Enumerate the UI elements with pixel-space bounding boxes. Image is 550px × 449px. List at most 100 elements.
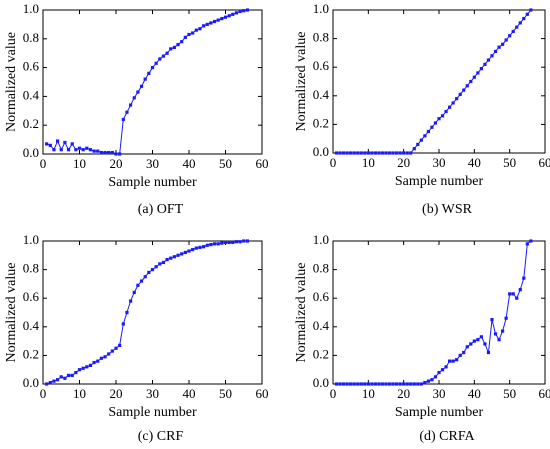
marker [212,242,217,246]
x-tick-label: 20 [397,386,410,401]
marker [231,240,235,245]
marker [462,88,466,92]
marker [465,345,469,349]
marker [150,268,155,272]
marker [198,245,202,250]
marker [103,150,107,155]
marker [107,150,111,155]
x-tick-label: 30 [146,156,159,171]
marker [345,151,349,155]
marker [227,14,231,18]
y-tick-label: 0.8 [313,261,329,276]
marker [504,38,508,42]
y-tick-label: 0.0 [23,145,39,160]
marker [493,49,498,54]
x-tick-label: 60 [539,386,550,401]
marker [48,143,52,147]
marker [99,356,103,360]
marker [147,71,151,75]
x-tick-label: 50 [503,155,516,170]
marker [198,27,202,31]
marker [136,283,140,287]
marker [444,109,448,114]
marker [525,242,529,246]
marker [212,19,217,24]
marker [405,382,409,386]
y-tick-label: 1.0 [23,232,39,247]
marker [402,382,406,386]
y-tick-label: 0.8 [23,30,39,45]
marker [209,242,213,247]
marker [486,58,491,62]
marker [384,151,388,155]
marker [165,51,169,55]
marker [114,346,118,350]
marker [476,71,480,75]
marker [74,370,78,375]
marker [234,240,239,244]
x-tick-label: 50 [503,386,516,401]
data-line [46,9,248,155]
y-tick-label: 0.6 [23,59,40,74]
marker [129,299,133,303]
plot-frame [42,9,263,155]
y-tick-label: 0.2 [313,115,329,130]
x-tick-label: 60 [256,156,269,171]
marker [359,382,363,386]
marker [515,296,519,300]
marker [191,31,195,35]
y-tick-label: 0.6 [23,289,40,304]
marker [373,151,377,155]
marker [352,382,356,386]
marker [132,290,136,295]
marker [172,45,176,50]
data-line [336,240,532,385]
marker [191,247,195,252]
x-tick-label: 60 [539,155,550,170]
marker [448,105,452,109]
subplot: 0 10 20 30 40 50 60 0.0 0.2 0.4 0.6 0.8 1.0 Sample nu… [4,232,268,444]
marker [161,54,166,58]
marker [56,139,60,143]
marker [121,322,125,326]
marker [398,382,402,386]
marker [150,66,155,70]
subplot: 0 10 20 30 40 50 60 0.0 0.2 0.4 0.6 0.8 1.0 Sample nu… [294,1,550,217]
marker [377,382,381,386]
marker [96,149,100,153]
marker [349,382,353,386]
marker [158,57,162,61]
marker [423,380,427,385]
x-tick-label: 40 [183,386,196,401]
marker [370,151,374,155]
marker [342,382,346,386]
marker [395,151,399,155]
marker [45,382,49,386]
marker [391,382,395,386]
marker [448,359,452,363]
subplot: 0 10 20 30 40 50 60 0.0 0.2 0.4 0.6 0.8 1.0 Sample nu… [4,1,268,217]
y-tick-label: 0.6 [313,58,330,73]
x-tick-label: 10 [362,155,375,170]
marker [143,275,147,279]
marker [59,375,63,379]
marker [161,260,166,265]
marker [74,148,78,152]
marker [405,151,409,155]
marker [444,365,448,369]
marker [412,382,416,386]
x-tick-label: 30 [433,386,446,401]
marker [366,151,370,155]
marker [462,350,466,355]
x-axis-label: Sample number [395,174,484,189]
y-axis-label: Normalized value [4,263,19,363]
marker [77,368,82,372]
marker [387,151,392,155]
marker [180,40,184,44]
marker [139,279,144,283]
marker [125,310,129,315]
x-tick-label: 40 [468,386,481,401]
marker [458,92,462,96]
marker [518,21,522,25]
x-tick-label: 20 [110,156,123,171]
